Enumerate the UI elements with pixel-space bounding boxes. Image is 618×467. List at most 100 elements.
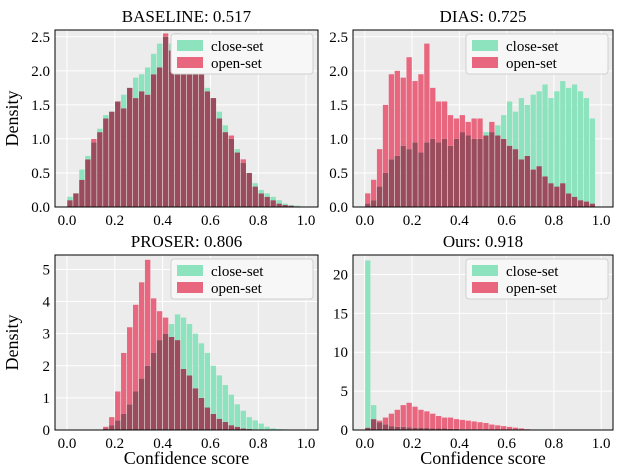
legend-box	[170, 33, 314, 75]
bar-overlap	[536, 166, 542, 207]
bar-open-set	[400, 405, 406, 427]
bar-open-set	[121, 352, 127, 414]
bar-open-set	[412, 406, 418, 428]
y-tick-label: 0.0	[329, 200, 348, 216]
bar-overlap	[73, 193, 79, 207]
bar-overlap	[436, 142, 442, 207]
bar-open-set	[436, 416, 442, 429]
bar-close-set	[204, 352, 211, 408]
bar-close-set	[501, 115, 507, 139]
bar-open-set	[465, 420, 471, 430]
bar-open-set	[382, 104, 389, 173]
bar-overlap	[234, 152, 240, 207]
bar-open-set	[453, 419, 460, 429]
bar-close-set	[258, 189, 264, 194]
bar-overlap	[222, 421, 229, 430]
y-tick-label: 0	[341, 423, 349, 439]
bar-close-set	[518, 98, 525, 160]
bar-overlap	[121, 413, 127, 430]
bar-close-set	[252, 183, 258, 187]
chart-title: DIAS: 0.725	[440, 7, 527, 26]
bar-close-set	[97, 128, 103, 133]
bar-open-set	[471, 118, 477, 139]
bar-open-set	[477, 422, 483, 430]
bar-close-set	[103, 115, 109, 119]
bar-overlap	[168, 50, 175, 207]
bar-close-set	[192, 333, 199, 389]
y-tick-label: 5	[43, 262, 51, 278]
y-tick-label: 10	[333, 345, 348, 361]
bar-overlap	[447, 145, 454, 207]
bar-open-set	[430, 87, 436, 139]
y-tick-label: 1.5	[329, 98, 348, 114]
y-tick-label: 2.0	[31, 64, 50, 80]
legend-swatch-open-set	[177, 282, 203, 293]
legend-label-close-set: close-set	[506, 264, 559, 280]
bar-overlap	[489, 132, 495, 207]
bar-overlap	[168, 336, 175, 430]
x-tick-label: 0.0	[355, 436, 374, 452]
y-axis-label: Density	[2, 315, 22, 371]
chart-title: BASELINE: 0.517	[122, 7, 252, 26]
bar-overlap	[121, 108, 127, 207]
bar-close-set	[210, 365, 217, 414]
bar-overlap	[91, 142, 97, 207]
bar-open-set	[406, 57, 412, 150]
bar-open-set	[133, 304, 139, 392]
bar-close-set	[144, 67, 151, 95]
bar-open-set	[156, 311, 163, 341]
y-tick-label: 1.5	[31, 98, 50, 114]
bar-close-set	[168, 324, 175, 337]
bar-overlap	[412, 142, 418, 207]
bar-close-set	[548, 98, 554, 184]
bar-close-set	[495, 125, 501, 136]
bar-close-set	[252, 420, 258, 430]
bar-overlap	[210, 98, 217, 207]
bar-overlap	[144, 365, 151, 430]
bar-close-set	[270, 428, 276, 430]
bar-overlap	[441, 138, 448, 207]
panel-4: 0.0 0.2 0.4 0.6 0.8 1.0 0 5 10 15 20 Ours: 0.918 Con…	[333, 232, 614, 467]
bar-overlap	[228, 138, 235, 207]
bar-overlap	[394, 155, 400, 207]
bar-overlap	[186, 375, 193, 430]
bar-overlap	[365, 203, 371, 207]
bar-overlap	[156, 67, 163, 207]
bar-close-set	[288, 204, 294, 206]
bar-close-set	[234, 404, 240, 427]
bar-open-set	[512, 427, 519, 430]
legend-swatch-open-set	[177, 57, 203, 68]
bar-overlap	[388, 159, 395, 207]
bar-overlap	[228, 425, 235, 430]
bar-close-set	[524, 104, 530, 156]
x-tick-label: 0.4	[450, 213, 469, 229]
bar-close-set	[216, 111, 223, 119]
x-tick-label: 0.4	[450, 436, 469, 452]
x-tick-label: 0.4	[153, 213, 172, 229]
bar-open-set	[518, 428, 525, 430]
bar-overlap	[186, 57, 193, 207]
y-tick-label: 2.0	[329, 64, 348, 80]
bar-overlap	[412, 427, 418, 430]
bar-overlap	[418, 152, 424, 207]
bar-overlap	[115, 101, 121, 207]
bar-overlap	[453, 428, 460, 430]
bar-overlap	[371, 419, 377, 430]
bar-open-set	[441, 417, 448, 429]
bar-overlap	[424, 428, 430, 430]
bar-close-set	[133, 77, 139, 99]
bar-overlap	[79, 179, 85, 207]
bar-overlap	[270, 200, 276, 207]
bar-open-set	[162, 317, 169, 334]
bar-overlap	[530, 169, 536, 207]
panel-2: 0.0 0.2 0.4 0.6 0.8 1.0 0.0 0.5 1.0 1.5 2.0 2.5 DIAS…	[329, 7, 614, 229]
y-tick-label: 2.5	[329, 30, 348, 46]
bar-overlap	[246, 172, 252, 207]
bar-close-set	[560, 81, 566, 184]
x-tick-label: 0.8	[545, 213, 564, 229]
bar-close-set	[365, 260, 371, 428]
legend-label-open-set: open-set	[211, 281, 263, 297]
bar-open-set	[394, 409, 400, 427]
bar-open-set	[465, 121, 471, 136]
bar-overlap	[512, 149, 519, 207]
